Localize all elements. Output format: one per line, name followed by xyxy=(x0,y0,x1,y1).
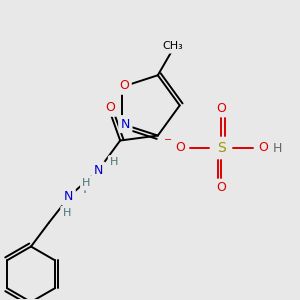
Text: +: + xyxy=(80,185,88,195)
Text: O: O xyxy=(105,101,115,114)
Text: S: S xyxy=(217,141,226,155)
Text: N: N xyxy=(121,118,130,130)
Text: N: N xyxy=(94,164,103,177)
Text: CH₃: CH₃ xyxy=(162,41,183,51)
Text: −: − xyxy=(164,135,172,145)
Text: O: O xyxy=(175,140,185,154)
Text: O: O xyxy=(216,181,226,194)
Text: O: O xyxy=(119,79,129,92)
Text: N: N xyxy=(64,190,73,203)
Text: O: O xyxy=(216,102,226,115)
Text: H: H xyxy=(62,208,71,218)
Text: H: H xyxy=(110,157,118,167)
Text: H: H xyxy=(82,178,91,188)
Text: O: O xyxy=(258,140,268,154)
Text: H: H xyxy=(273,142,282,154)
